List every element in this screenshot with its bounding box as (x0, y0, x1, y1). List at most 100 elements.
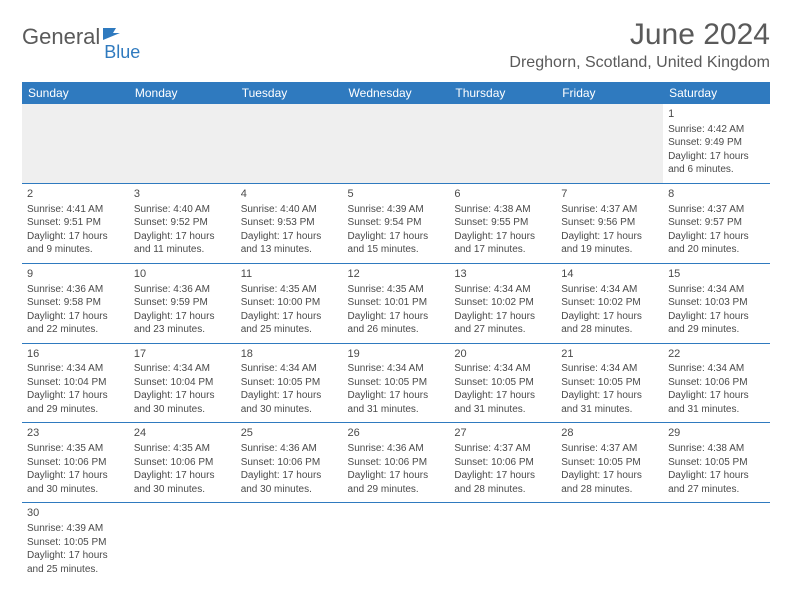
logo-text-blue: Blue (104, 42, 140, 63)
day-info-line: and 23 minutes. (134, 323, 231, 337)
calendar-cell: 7Sunrise: 4:37 AMSunset: 9:56 PMDaylight… (556, 183, 663, 263)
calendar-cell: 3Sunrise: 4:40 AMSunset: 9:52 PMDaylight… (129, 183, 236, 263)
day-header: Monday (129, 82, 236, 104)
calendar-row: 1Sunrise: 4:42 AMSunset: 9:49 PMDaylight… (22, 104, 770, 183)
day-info-line: and 11 minutes. (134, 243, 231, 257)
day-info-line: and 9 minutes. (27, 243, 124, 257)
day-info-line: and 30 minutes. (27, 483, 124, 497)
day-info-line: Sunrise: 4:35 AM (27, 442, 124, 456)
calendar-cell: 11Sunrise: 4:35 AMSunset: 10:00 PMDaylig… (236, 263, 343, 343)
day-info-line: and 27 minutes. (454, 323, 551, 337)
day-info-line: Sunset: 10:00 PM (241, 296, 338, 310)
day-info-line: and 29 minutes. (348, 483, 445, 497)
header: General Blue June 2024 Dreghorn, Scotlan… (22, 18, 770, 72)
day-info-line: and 25 minutes. (241, 323, 338, 337)
calendar-cell: 17Sunrise: 4:34 AMSunset: 10:04 PMDaylig… (129, 343, 236, 423)
day-info-line: and 28 minutes. (561, 483, 658, 497)
calendar-cell: 19Sunrise: 4:34 AMSunset: 10:05 PMDaylig… (343, 343, 450, 423)
day-info-line: Sunset: 10:06 PM (348, 456, 445, 470)
day-info-line: Sunrise: 4:34 AM (27, 362, 124, 376)
day-info-line: and 30 minutes. (241, 483, 338, 497)
logo: General Blue (22, 24, 140, 63)
day-info-line: Sunset: 10:05 PM (668, 456, 765, 470)
day-header: Sunday (22, 82, 129, 104)
calendar-cell: 21Sunrise: 4:34 AMSunset: 10:05 PMDaylig… (556, 343, 663, 423)
day-number: 29 (668, 426, 765, 441)
day-info-line: Sunrise: 4:37 AM (454, 442, 551, 456)
day-info-line: and 31 minutes. (668, 403, 765, 417)
day-info-line: and 29 minutes. (668, 323, 765, 337)
day-info-line: Sunset: 10:04 PM (134, 376, 231, 390)
calendar-row: 30Sunrise: 4:39 AMSunset: 10:05 PMDaylig… (22, 503, 770, 582)
day-number: 7 (561, 187, 658, 202)
day-number: 19 (348, 347, 445, 362)
day-info-line: Sunrise: 4:34 AM (668, 362, 765, 376)
day-info-line: Daylight: 17 hours (561, 230, 658, 244)
calendar-cell-empty (129, 503, 236, 582)
day-number: 14 (561, 267, 658, 282)
day-number: 21 (561, 347, 658, 362)
day-header: Thursday (449, 82, 556, 104)
day-info-line: Sunrise: 4:37 AM (561, 203, 658, 217)
day-info-line: and 28 minutes. (561, 323, 658, 337)
day-info-line: Sunset: 10:04 PM (27, 376, 124, 390)
day-info-line: Daylight: 17 hours (241, 310, 338, 324)
calendar-row: 23Sunrise: 4:35 AMSunset: 10:06 PMDaylig… (22, 423, 770, 503)
day-info-line: Daylight: 17 hours (348, 389, 445, 403)
day-info-line: and 31 minutes. (348, 403, 445, 417)
calendar-cell-empty (663, 503, 770, 582)
day-info-line: Daylight: 17 hours (668, 230, 765, 244)
calendar-table: SundayMondayTuesdayWednesdayThursdayFrid… (22, 82, 770, 582)
day-info-line: Sunrise: 4:37 AM (561, 442, 658, 456)
day-info-line: Sunrise: 4:36 AM (134, 283, 231, 297)
calendar-cell: 23Sunrise: 4:35 AMSunset: 10:06 PMDaylig… (22, 423, 129, 503)
calendar-cell: 4Sunrise: 4:40 AMSunset: 9:53 PMDaylight… (236, 183, 343, 263)
calendar-cell-empty (449, 104, 556, 183)
day-number: 17 (134, 347, 231, 362)
day-info-line: Sunset: 9:53 PM (241, 216, 338, 230)
calendar-cell-empty (236, 503, 343, 582)
day-info-line: and 29 minutes. (27, 403, 124, 417)
calendar-cell-empty (449, 503, 556, 582)
calendar-cell-empty (22, 104, 129, 183)
day-info-line: Sunrise: 4:35 AM (348, 283, 445, 297)
day-info-line: Sunset: 10:05 PM (454, 376, 551, 390)
calendar-cell: 25Sunrise: 4:36 AMSunset: 10:06 PMDaylig… (236, 423, 343, 503)
day-info-line: Daylight: 17 hours (241, 230, 338, 244)
day-info-line: Sunset: 10:06 PM (454, 456, 551, 470)
day-info-line: Sunset: 10:05 PM (348, 376, 445, 390)
day-info-line: Sunrise: 4:40 AM (241, 203, 338, 217)
day-info-line: Sunrise: 4:35 AM (134, 442, 231, 456)
calendar-cell: 27Sunrise: 4:37 AMSunset: 10:06 PMDaylig… (449, 423, 556, 503)
calendar-cell: 9Sunrise: 4:36 AMSunset: 9:58 PMDaylight… (22, 263, 129, 343)
day-info-line: Sunset: 10:01 PM (348, 296, 445, 310)
calendar-cell: 8Sunrise: 4:37 AMSunset: 9:57 PMDaylight… (663, 183, 770, 263)
calendar-cell: 2Sunrise: 4:41 AMSunset: 9:51 PMDaylight… (22, 183, 129, 263)
calendar-row: 9Sunrise: 4:36 AMSunset: 9:58 PMDaylight… (22, 263, 770, 343)
day-info-line: Daylight: 17 hours (134, 469, 231, 483)
day-number: 8 (668, 187, 765, 202)
day-info-line: Sunrise: 4:42 AM (668, 123, 765, 137)
day-info-line: Sunset: 9:49 PM (668, 136, 765, 150)
day-number: 10 (134, 267, 231, 282)
calendar-cell-empty (556, 104, 663, 183)
day-number: 3 (134, 187, 231, 202)
day-info-line: Daylight: 17 hours (241, 389, 338, 403)
day-info-line: Daylight: 17 hours (561, 389, 658, 403)
day-info-line: Sunset: 10:06 PM (27, 456, 124, 470)
calendar-cell-empty (556, 503, 663, 582)
day-info-line: and 22 minutes. (27, 323, 124, 337)
day-info-line: and 13 minutes. (241, 243, 338, 257)
calendar-cell-empty (236, 104, 343, 183)
day-number: 4 (241, 187, 338, 202)
day-number: 27 (454, 426, 551, 441)
month-title: June 2024 (509, 18, 770, 52)
calendar-cell-empty (343, 503, 450, 582)
day-info-line: Daylight: 17 hours (27, 310, 124, 324)
day-info-line: Sunrise: 4:38 AM (668, 442, 765, 456)
day-info-line: and 31 minutes. (454, 403, 551, 417)
day-info-line: Daylight: 17 hours (348, 230, 445, 244)
day-info-line: Sunrise: 4:34 AM (348, 362, 445, 376)
calendar-cell: 5Sunrise: 4:39 AMSunset: 9:54 PMDaylight… (343, 183, 450, 263)
day-info-line: Sunrise: 4:36 AM (348, 442, 445, 456)
